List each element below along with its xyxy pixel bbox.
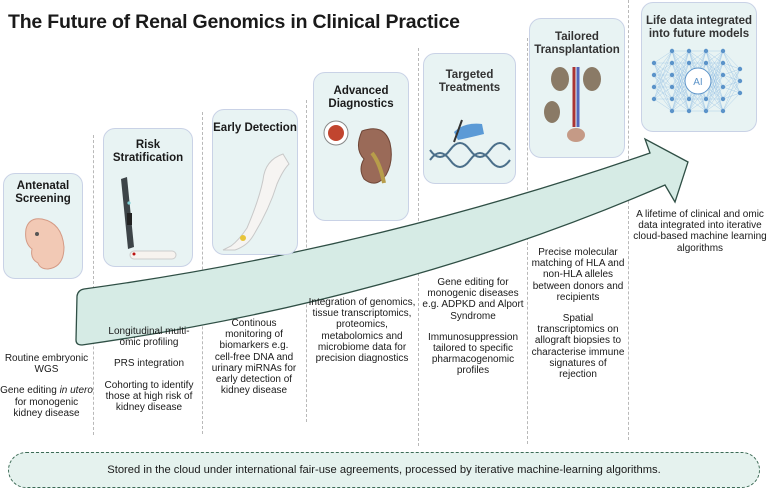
nn-node	[669, 48, 675, 54]
card-title: Risk Stratification	[112, 139, 184, 164]
card-title: Antenatal Screening	[15, 180, 71, 205]
nn-node	[720, 72, 726, 78]
description-line: A lifetime of clinical and omic data int…	[633, 209, 767, 254]
description-line: Gene editing for monogenic diseases e.g.…	[422, 277, 524, 322]
stage-description-early: Continous monitoring of biomarkers e.g. …	[210, 318, 298, 406]
card-title: Early Detection	[213, 122, 297, 134]
card-life-data-models: Life data integrated into future models …	[641, 2, 757, 132]
nn-node	[686, 96, 692, 102]
nn-node	[686, 60, 692, 66]
nn-node	[703, 96, 709, 102]
description-italic: in utero	[59, 385, 93, 397]
arm-sensor-icon	[222, 153, 290, 251]
description-line: Integration of genomics, tissue transcri…	[308, 297, 416, 365]
description-text: for monogenic kidney disease	[13, 396, 80, 419]
description-line: Gene editing in utero for monogenic kidn…	[0, 385, 93, 419]
nn-node	[720, 84, 726, 90]
nn-node	[720, 108, 726, 114]
nn-node	[703, 60, 709, 66]
nn-node	[720, 60, 726, 66]
nn-node	[669, 108, 675, 114]
nn-node	[720, 48, 726, 54]
description-line: Spatial transcriptomics on allograft bio…	[531, 313, 625, 381]
stage-description-treatments: Gene editing for monogenic diseases e.g.…	[420, 277, 526, 387]
card-tailored-transplantation: Tailored Transplantation	[529, 18, 625, 158]
card-early-detection: Early Detection	[212, 109, 298, 255]
divider	[93, 135, 94, 435]
description-line: Longitudinal multi-omic profiling	[108, 326, 190, 349]
cloud-storage-banner: Stored in the cloud under international …	[8, 452, 760, 488]
nn-node	[651, 72, 657, 78]
description-line: Routine embryonic WGS	[4, 353, 89, 376]
description-line: Precise molecular matching of HLA and no…	[531, 247, 625, 303]
kidney-transplant-icon	[544, 67, 601, 142]
nn-node	[703, 48, 709, 54]
nn-node	[703, 108, 709, 114]
card-title: Targeted Treatments	[438, 69, 501, 94]
ai-circle	[684, 67, 712, 95]
nn-node	[669, 60, 675, 66]
card-antenatal-screening: Antenatal Screening	[3, 173, 83, 279]
banner-text: Stored in the cloud under international …	[107, 464, 661, 476]
nn-node	[720, 96, 726, 102]
stage-description-transplantation: Precise molecular matching of HLA and no…	[530, 247, 626, 390]
nn-node	[651, 60, 657, 66]
nn-node	[737, 78, 743, 84]
divider	[527, 38, 528, 444]
description-text: Gene editing	[0, 385, 60, 397]
stage-description-diagnostics: Integration of genomics, tissue transcri…	[308, 297, 416, 374]
card-title: Advanced Diagnostics	[328, 85, 394, 110]
card-title: Life data integrated into future models	[645, 15, 753, 40]
page-title: The Future of Renal Genomics in Clinical…	[8, 11, 460, 33]
stage-description-risk: Longitudinal multi-omic profiling PRS in…	[100, 326, 198, 423]
description-line: PRS integration	[113, 358, 185, 370]
nn-node	[686, 48, 692, 54]
neural-network-ai-icon: AI	[651, 48, 743, 114]
arrow-shape	[75, 137, 689, 346]
description-line: Immunosuppression tailored to specific p…	[427, 331, 519, 377]
nn-node	[669, 96, 675, 102]
nn-node	[651, 96, 657, 102]
nn-node	[669, 72, 675, 78]
description-line: Cohorting to identify those at high risk…	[104, 379, 194, 414]
ai-label: AI	[693, 77, 702, 88]
nn-node	[651, 84, 657, 90]
nn-node	[737, 90, 743, 96]
stage-description-life-data: A lifetime of clinical and omic data int…	[632, 209, 768, 264]
stage-description-antenatal: Routine embryonic WGS Gene editing in ut…	[0, 353, 93, 429]
glucometer-finger-prick-icon	[121, 177, 177, 260]
card-advanced-diagnostics: Advanced Diagnostics	[313, 72, 409, 221]
card-risk-stratification: Risk Stratification	[103, 128, 193, 267]
card-title: Tailored Transplantation	[534, 31, 620, 56]
kidney-magnified-icon	[323, 120, 392, 184]
nn-node	[669, 84, 675, 90]
nn-node	[737, 66, 743, 72]
description-line: Continous monitoring of biomarkers e.g. …	[211, 318, 297, 397]
embryo-icon	[25, 218, 65, 270]
divider	[628, 0, 629, 440]
card-targeted-treatments: Targeted Treatments	[423, 53, 516, 184]
gene-editing-dna-icon	[429, 119, 511, 168]
nn-node	[686, 108, 692, 114]
